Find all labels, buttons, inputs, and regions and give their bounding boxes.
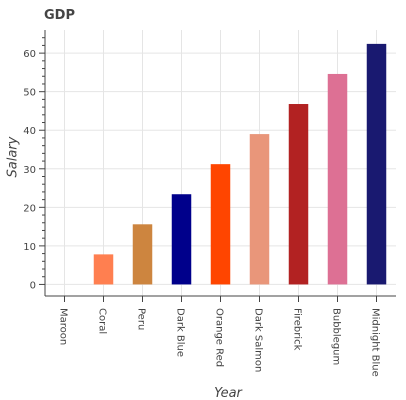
y-tick-label: 0 [30, 280, 36, 291]
y-tick-label: 30 [23, 165, 36, 176]
x-tick-label: Bubblegum [331, 308, 342, 365]
bar-dark-blue [171, 194, 192, 285]
bar-bubblegum [327, 73, 348, 285]
bar-coral [93, 254, 114, 285]
y-tick-label: 10 [23, 242, 36, 253]
x-tick-label: Maroon [58, 308, 69, 345]
x-tick-label: Orange Red [214, 308, 225, 367]
x-tick-label: Midnight Blue [370, 308, 381, 377]
bar-midnight-blue [366, 43, 387, 285]
bar-orange-red [210, 164, 231, 285]
y-tick-label: 40 [23, 126, 36, 137]
y-tick-label: 60 [23, 49, 36, 60]
x-tick-label: Firebrick [292, 308, 303, 351]
x-tick-label: Dark Blue [175, 308, 186, 357]
x-tick-label: Dark Salmon [253, 308, 264, 372]
x-axis-label: Year [214, 386, 242, 400]
bar-peru [132, 224, 153, 285]
bar-firebrick [288, 104, 309, 285]
x-tick-label: Peru [136, 308, 147, 330]
y-tick-label: 20 [23, 203, 36, 214]
bar-dark-salmon [249, 134, 270, 285]
y-tick-label: 50 [23, 88, 36, 99]
x-tick-label: Coral [97, 308, 108, 334]
chart-title: GDP [44, 8, 75, 23]
